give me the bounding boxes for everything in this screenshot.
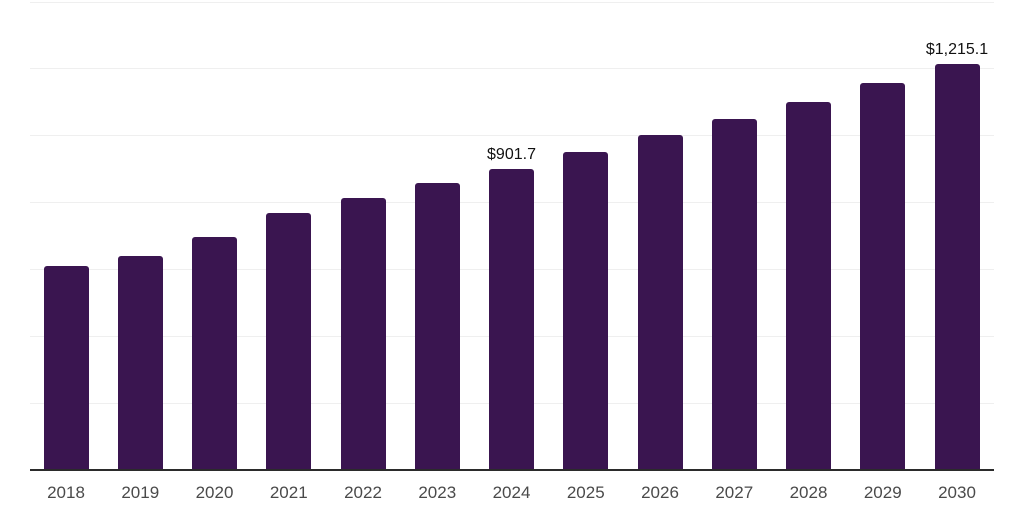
bar-2029 [860, 82, 906, 470]
bar-2019 [117, 256, 163, 470]
x-tick-2023: 2023 [418, 483, 457, 502]
x-tick-2026: 2026 [641, 483, 679, 502]
x-tick-2028: 2028 [789, 483, 828, 502]
x-tick-2019: 2019 [121, 483, 160, 502]
bar-2028 [786, 101, 831, 470]
x-tick-2030: 2030 [938, 483, 976, 502]
x-tick-2025: 2025 [566, 483, 605, 502]
bar-2030 [934, 63, 980, 470]
gridline [30, 135, 994, 137]
x-axis-line [30, 469, 994, 471]
x-tick-2021: 2021 [269, 483, 308, 502]
bar-2020 [192, 237, 237, 470]
bar-2024 [489, 168, 534, 470]
data-label-2024: $901.7 [487, 145, 536, 163]
bar-2021 [266, 212, 312, 470]
bar-2027 [711, 119, 757, 470]
gridline [30, 1, 994, 3]
x-tick-2024: 2024 [492, 483, 531, 502]
x-tick-2020: 2020 [195, 483, 234, 502]
x-tick-2022: 2022 [344, 483, 382, 502]
x-tick-2027: 2027 [715, 483, 754, 502]
plot-area: $901.7 $1,215.1 [30, 1, 994, 471]
bar-2018 [43, 266, 89, 470]
x-tick-2018: 2018 [47, 483, 85, 502]
bar-2023 [414, 182, 460, 470]
x-tick-2029: 2029 [863, 483, 902, 502]
bar-2026 [637, 135, 683, 470]
data-label-2030: $1,215.1 [925, 40, 989, 58]
bar-2022 [340, 197, 386, 470]
gridline [30, 68, 994, 70]
bar-2025 [563, 152, 609, 470]
